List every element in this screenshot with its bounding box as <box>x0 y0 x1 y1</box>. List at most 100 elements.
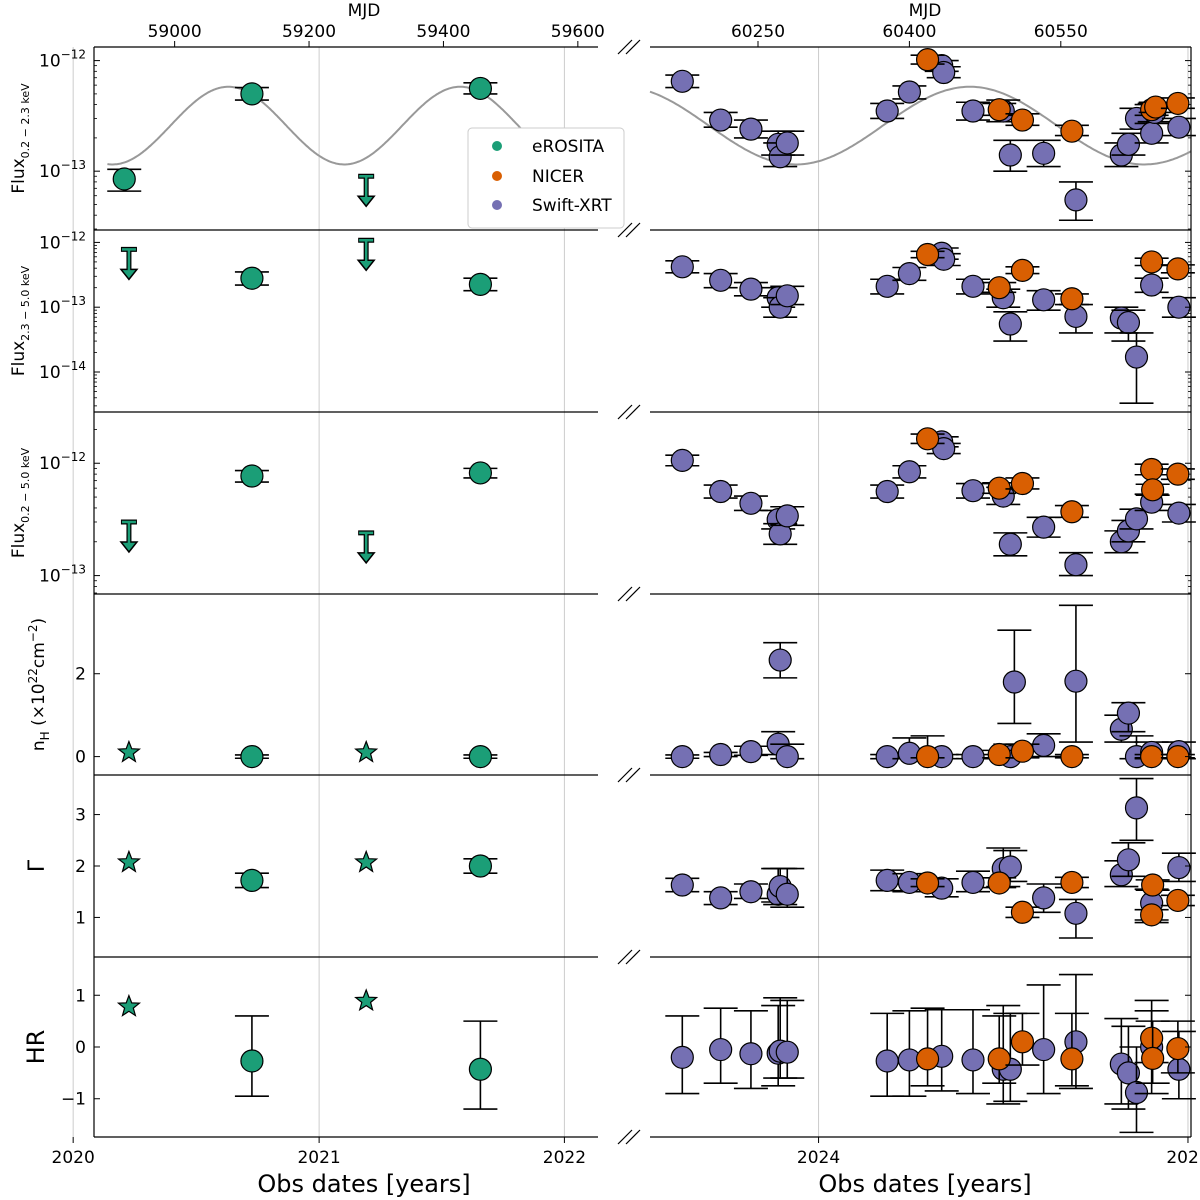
gamma-swift-xrt-point-15 <box>1111 842 1146 878</box>
data-marker <box>240 868 264 893</box>
flux_soft-swift-xrt-point-1 <box>703 108 738 132</box>
hr-swift-xrt-point-5 <box>770 999 805 1079</box>
nh-swift-xrt-point-5 <box>770 743 805 769</box>
gamma-erosita-point-0 <box>116 849 142 873</box>
flux_hard-swift-xrt-point-2 <box>733 277 768 301</box>
data-marker <box>961 274 985 298</box>
data-marker <box>1166 888 1190 913</box>
data-marker <box>1124 796 1149 820</box>
star-marker <box>354 849 379 873</box>
data-marker <box>1140 457 1164 482</box>
data-marker <box>1010 1030 1035 1054</box>
star-marker <box>354 988 379 1012</box>
flux_soft-swift-xrt-point-5 <box>770 130 805 156</box>
data-marker <box>1032 886 1056 910</box>
flux_total-swift-xrt-point-0 <box>665 448 700 472</box>
axis-break-mark-3a <box>617 586 633 602</box>
legend-label-nicer: NICER <box>532 167 584 187</box>
data-marker <box>739 277 763 301</box>
hr-swift-xrt-point-7 <box>892 1009 927 1097</box>
data-marker <box>1140 1026 1164 1050</box>
nh-erosita-point-1 <box>234 744 269 769</box>
data-marker <box>875 744 899 769</box>
data-marker <box>987 742 1011 767</box>
gamma-swift-xrt-point-9 <box>955 870 990 895</box>
data-marker <box>1002 670 1026 694</box>
nh-ytick-label-0: 0 <box>75 748 86 768</box>
flux_soft-nicer-point-6 <box>1160 91 1195 116</box>
data-marker <box>987 98 1011 122</box>
data-marker <box>915 427 940 451</box>
data-marker <box>1032 1037 1056 1062</box>
gamma-swift-xrt-point-2 <box>733 880 768 904</box>
data-marker <box>1140 744 1164 769</box>
flux_hard-ytick-label-0: 10−14 <box>39 359 86 383</box>
flux_soft-erosita-point-3 <box>463 76 498 101</box>
gamma-swift-xrt-point-18 <box>1161 852 1196 883</box>
vertical-gridlines <box>72 47 1189 1137</box>
data-marker <box>775 131 799 155</box>
data-marker <box>1166 91 1190 116</box>
flux_soft-nicer-point-3 <box>1054 119 1089 143</box>
data-marker <box>1060 870 1084 895</box>
data-marker <box>240 464 264 488</box>
flux_soft-swift-xrt-point-2 <box>733 117 768 141</box>
data-points-layer <box>107 48 1196 1134</box>
data-marker <box>775 504 799 528</box>
x-tick-label-2020: 2020 <box>52 1148 95 1168</box>
flux_hard-swift-xrt-point-13 <box>1026 288 1061 312</box>
star-marker <box>116 849 142 873</box>
model-curve-right <box>649 85 1192 166</box>
axis-break-mark-4a <box>617 767 633 783</box>
data-marker <box>987 871 1011 895</box>
data-marker <box>1141 478 1165 502</box>
star-marker <box>354 739 379 763</box>
flux_hard-nicer-point-0 <box>910 242 945 267</box>
data-marker <box>998 312 1022 336</box>
hr-erosita-point-1 <box>234 1015 269 1097</box>
nh-swift-xrt-point-15 <box>1111 701 1146 733</box>
data-marker <box>1116 310 1141 335</box>
gamma-nicer-point-6 <box>1160 888 1195 913</box>
data-marker <box>468 744 492 769</box>
flux_total-swift-xrt-point-7 <box>892 460 927 484</box>
data-marker <box>1141 1046 1165 1070</box>
data-marker <box>875 99 899 123</box>
data-marker <box>112 167 136 191</box>
data-marker <box>1010 471 1035 496</box>
data-marker <box>1166 257 1190 281</box>
flux_soft-swift-xrt-point-10 <box>955 99 990 123</box>
flux_total-swift-xrt-point-17 <box>1119 507 1154 531</box>
data-marker <box>875 479 899 504</box>
data-marker <box>468 76 492 101</box>
data-marker <box>932 60 956 85</box>
model-curve-left <box>107 85 602 166</box>
mjd-tick-label-59400: 59400 <box>416 22 470 42</box>
flux_soft-erosita-point-0 <box>107 167 142 192</box>
data-marker <box>897 80 921 104</box>
data-marker <box>915 744 940 769</box>
data-marker <box>739 1042 763 1066</box>
axis-break-mark-4b <box>625 767 641 783</box>
top-axis-label-left: MJD <box>348 1 381 21</box>
data-marker <box>468 1057 492 1081</box>
flux_total-swift-xrt-point-1 <box>703 479 738 504</box>
gamma-nicer-point-1 <box>982 871 1017 895</box>
data-marker <box>1167 501 1191 525</box>
data-marker <box>775 882 799 906</box>
mjd-tick-label-59000: 59000 <box>148 22 202 42</box>
data-marker <box>1124 345 1149 369</box>
mjd-tick-label-59200: 59200 <box>282 22 336 42</box>
data-marker <box>1064 669 1088 693</box>
gamma-nicer-point-5 <box>1135 873 1170 897</box>
hr-erosita-point-0 <box>116 993 142 1017</box>
flux_soft-swift-xrt-point-9 <box>926 60 961 85</box>
data-marker <box>961 744 985 769</box>
axis-break-marks <box>617 39 641 1145</box>
nh-swift-xrt-point-11 <box>997 629 1032 725</box>
flux_soft-nicer-point-0 <box>910 48 945 72</box>
data-marker <box>739 491 763 515</box>
flux_total-swift-xrt-point-12 <box>993 532 1028 557</box>
data-marker <box>987 476 1011 500</box>
legend-label-swift-xrt: Swift-XRT <box>532 196 612 216</box>
